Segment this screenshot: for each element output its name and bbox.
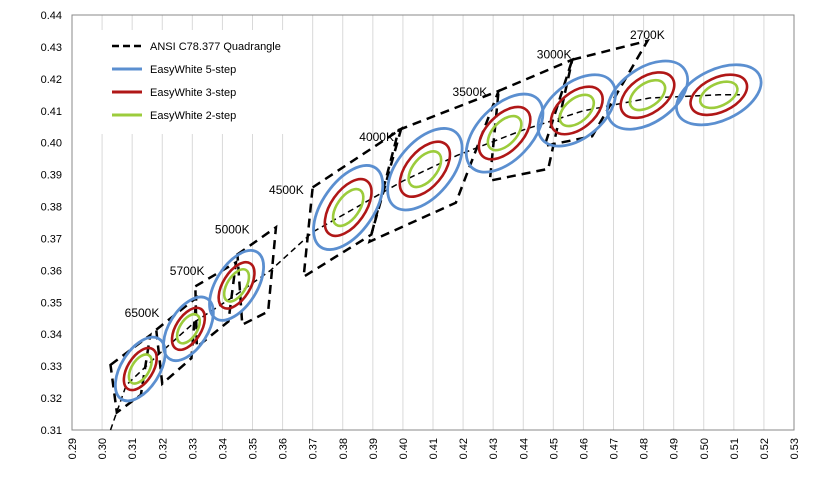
y-tick-label: 0.37 bbox=[41, 233, 62, 245]
x-tick-label: 0.44 bbox=[518, 438, 530, 459]
ellipse-5-step-9 bbox=[675, 63, 763, 127]
ellipse-5-step-1 bbox=[113, 335, 167, 403]
quadrangle-4000k bbox=[302, 126, 404, 280]
cct-label: 5700K bbox=[170, 264, 205, 278]
x-tick-label: 0.29 bbox=[67, 438, 79, 459]
y-tick-label: 0.44 bbox=[41, 10, 62, 22]
x-tick-label: 0.48 bbox=[639, 438, 651, 459]
y-tick-label: 0.41 bbox=[41, 106, 62, 118]
axis-layer: 0.29 0.30 0.31 0.32 0.33 0.34 0.35 0.36 0.37 0.38… bbox=[41, 10, 801, 459]
cct-label-layer: 6500K 5700K 5000K 4500K 4000K 3500K 3000K 2700K bbox=[125, 28, 665, 320]
y-tick-label: 0.39 bbox=[41, 170, 62, 182]
legend-label: EasyWhite 2-step bbox=[150, 110, 236, 122]
cct-label: 3500K bbox=[453, 85, 488, 99]
quadrangle-3500k bbox=[367, 88, 501, 244]
x-tick-label: 0.30 bbox=[97, 438, 109, 459]
ellipse-2-step-1 bbox=[127, 353, 153, 385]
ellipse-5-step-2 bbox=[162, 295, 215, 362]
x-tick-label: 0.47 bbox=[609, 438, 621, 459]
x-tick-label: 0.36 bbox=[278, 438, 290, 459]
ellipse-3-step-3 bbox=[217, 261, 256, 310]
cct-label: 4000K bbox=[359, 130, 394, 144]
ellipse-2-step-3 bbox=[222, 268, 251, 303]
x-tick-label: 0.42 bbox=[458, 438, 470, 459]
x-tick-label: 0.50 bbox=[699, 438, 711, 459]
quadrangle-2700k bbox=[542, 38, 651, 148]
x-tick-label: 0.34 bbox=[217, 438, 229, 459]
x-tick-label: 0.43 bbox=[488, 438, 500, 459]
cct-label: 4500K bbox=[269, 183, 304, 197]
x-tick-label: 0.45 bbox=[548, 438, 560, 459]
cct-label: 5000K bbox=[215, 222, 250, 236]
y-tick-label: 0.31 bbox=[41, 425, 62, 437]
legend-label: ANSI C78.377 Quadrangle bbox=[150, 41, 281, 53]
y-tick-label: 0.35 bbox=[41, 297, 62, 309]
ellipse-3-step-6 bbox=[477, 105, 532, 161]
ellipse-5-step-4 bbox=[312, 164, 385, 251]
x-tick-label: 0.31 bbox=[127, 438, 139, 459]
ellipse-5-step-5 bbox=[386, 127, 464, 212]
ellipse-2-step-9 bbox=[698, 80, 739, 110]
ellipse-3-step-2 bbox=[170, 306, 207, 352]
x-tick-label: 0.41 bbox=[428, 438, 440, 459]
ellipse-5-step-8 bbox=[606, 59, 689, 131]
ellipse-3-step-5 bbox=[398, 140, 452, 198]
x-tick-label: 0.37 bbox=[308, 438, 320, 459]
y-tick-label: 0.38 bbox=[41, 202, 62, 214]
ellipse-3-step-7 bbox=[549, 85, 604, 136]
x-tick-label: 0.52 bbox=[759, 438, 771, 459]
ellipse-3-step-8 bbox=[619, 71, 676, 120]
ellipse-3-step-4 bbox=[323, 177, 373, 238]
y-tick-label: 0.42 bbox=[41, 74, 62, 86]
x-tick-label: 0.46 bbox=[578, 438, 590, 459]
x-tick-label: 0.40 bbox=[398, 438, 410, 459]
x-tick-label: 0.39 bbox=[368, 438, 380, 459]
y-tick-label: 0.33 bbox=[41, 361, 62, 373]
quadrangle-5700k bbox=[154, 295, 198, 387]
cct-label: 2700K bbox=[630, 28, 665, 42]
ellipse-5-step-7 bbox=[536, 73, 617, 148]
x-tick-label: 0.51 bbox=[729, 438, 741, 459]
x-tick-label: 0.49 bbox=[669, 438, 681, 459]
y-tick-label: 0.32 bbox=[41, 393, 62, 405]
legend-label: EasyWhite 5-step bbox=[150, 64, 236, 76]
ellipse-2-step-7 bbox=[558, 93, 596, 128]
ellipse-layer bbox=[113, 59, 763, 403]
x-tick-label: 0.38 bbox=[338, 438, 350, 459]
ellipse-5-step-6 bbox=[464, 92, 545, 174]
y-tick-label: 0.34 bbox=[41, 329, 62, 341]
y-tick-label: 0.43 bbox=[41, 42, 62, 54]
ellipse-2-step-5 bbox=[407, 150, 443, 189]
ellipse-2-step-4 bbox=[331, 187, 365, 228]
x-tick-label: 0.32 bbox=[157, 438, 169, 459]
x-tick-label: 0.33 bbox=[187, 438, 199, 459]
legend-label: EasyWhite 3-step bbox=[150, 87, 236, 99]
plot-area-border bbox=[71, 14, 795, 431]
cct-label: 6500K bbox=[125, 306, 160, 320]
quadrangle-3000k bbox=[488, 57, 575, 183]
ellipse-3-step-9 bbox=[689, 73, 749, 117]
ellipse-2-step-8 bbox=[628, 78, 667, 112]
ellipse-3-step-1 bbox=[122, 346, 159, 392]
x-tick-label: 0.53 bbox=[789, 438, 801, 459]
ellipse-5-step-3 bbox=[208, 249, 265, 322]
ellipse-2-step-6 bbox=[486, 114, 523, 152]
legend: ANSI C78.377 Quadrangle EasyWhite 5-step E… bbox=[100, 30, 296, 134]
cct-label: 3000K bbox=[537, 48, 572, 62]
x-tick-label: 0.35 bbox=[248, 438, 260, 459]
ellipse-2-step-2 bbox=[175, 312, 202, 345]
y-tick-label: 0.40 bbox=[41, 138, 62, 150]
blackbody-locus-line bbox=[109, 94, 740, 431]
legend-background bbox=[100, 30, 296, 134]
y-tick-label: 0.36 bbox=[41, 265, 62, 277]
